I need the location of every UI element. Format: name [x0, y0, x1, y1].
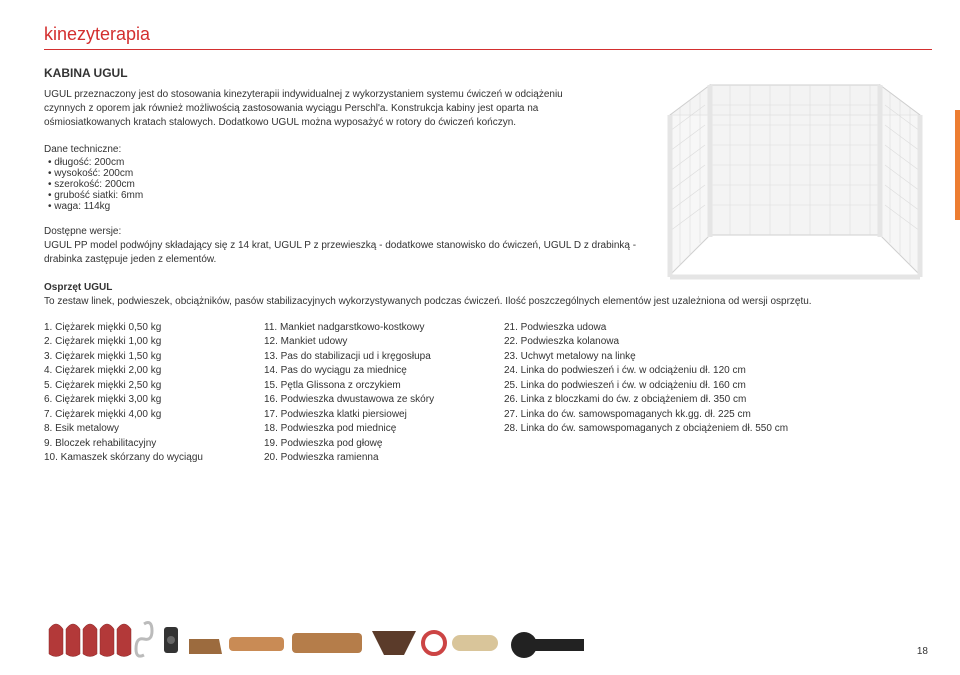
list-item: 6. Ciężarek miękki 3,00 kg [44, 393, 264, 408]
accessories-image [44, 609, 604, 661]
equipment-column-1: 1. Ciężarek miękki 0,50 kg 2. Ciężarek m… [44, 321, 264, 466]
list-item: 17. Podwieszka klatki piersiowej [264, 408, 504, 423]
side-tab [955, 110, 960, 220]
versions-text: UGUL PP model podwójny składający się z … [44, 239, 644, 266]
list-item: 20. Podwieszka ramienna [264, 451, 504, 466]
list-item: 12. Mankiet udowy [264, 335, 504, 350]
list-item: 19. Podwieszka pod głowę [264, 437, 504, 452]
equipment-column-3: 21. Podwieszka udowa 22. Podwieszka kola… [504, 321, 794, 466]
list-item: 4. Ciężarek miękki 2,00 kg [44, 364, 264, 379]
equipment-column-2: 11. Mankiet nadgarstkowo-kostkowy 12. Ma… [264, 321, 504, 466]
list-item: 11. Mankiet nadgarstkowo-kostkowy [264, 321, 504, 336]
equipment-columns: 1. Ciężarek miękki 0,50 kg 2. Ciężarek m… [44, 321, 932, 466]
list-item: 27. Linka do ćw. samowspomaganych kk.gg.… [504, 408, 794, 423]
list-item: 15. Pętla Glissona z orczykiem [264, 379, 504, 394]
list-item: 18. Podwieszka pod miednicę [264, 422, 504, 437]
list-item: 23. Uchwyt metalowy na linkę [504, 350, 794, 365]
list-item: 22. Podwieszka kolanowa [504, 335, 794, 350]
product-image [640, 65, 930, 295]
list-item: 21. Podwieszka udowa [504, 321, 794, 336]
list-item: 3. Ciężarek miękki 1,50 kg [44, 350, 264, 365]
list-item: 14. Pas do wyciągu za miednicę [264, 364, 504, 379]
section-title: kinezyterapia [44, 24, 932, 50]
page-number: 18 [917, 646, 928, 657]
list-item: 8. Esik metalowy [44, 422, 264, 437]
list-item: 26. Linka z bloczkami do ćw. z obciążeni… [504, 393, 794, 408]
intro-paragraph: UGUL przeznaczony jest do stosowania kin… [44, 88, 564, 130]
list-item: 16. Podwieszka dwustawowa ze skóry [264, 393, 504, 408]
list-item: 7. Ciężarek miękki 4,00 kg [44, 408, 264, 423]
osprzet-description: To zestaw linek, podwieszek, obciążników… [44, 295, 932, 309]
list-item: 10. Kamaszek skórzany do wyciągu [44, 451, 264, 466]
list-item: 13. Pas do stabilizacji ud i kręgosłupa [264, 350, 504, 365]
list-item: 1. Ciężarek miękki 0,50 kg [44, 321, 264, 336]
list-item: 2. Ciężarek miękki 1,00 kg [44, 335, 264, 350]
list-item: 9. Bloczek rehabilitacyjny [44, 437, 264, 452]
list-item: 24. Linka do podwieszeń i ćw. w odciążen… [504, 364, 794, 379]
list-item: 25. Linka do podwieszeń i ćw. w odciążen… [504, 379, 794, 394]
list-item: 5. Ciężarek miękki 2,50 kg [44, 379, 264, 394]
list-item: 28. Linka do ćw. samowspomaganych z obci… [504, 422, 794, 437]
